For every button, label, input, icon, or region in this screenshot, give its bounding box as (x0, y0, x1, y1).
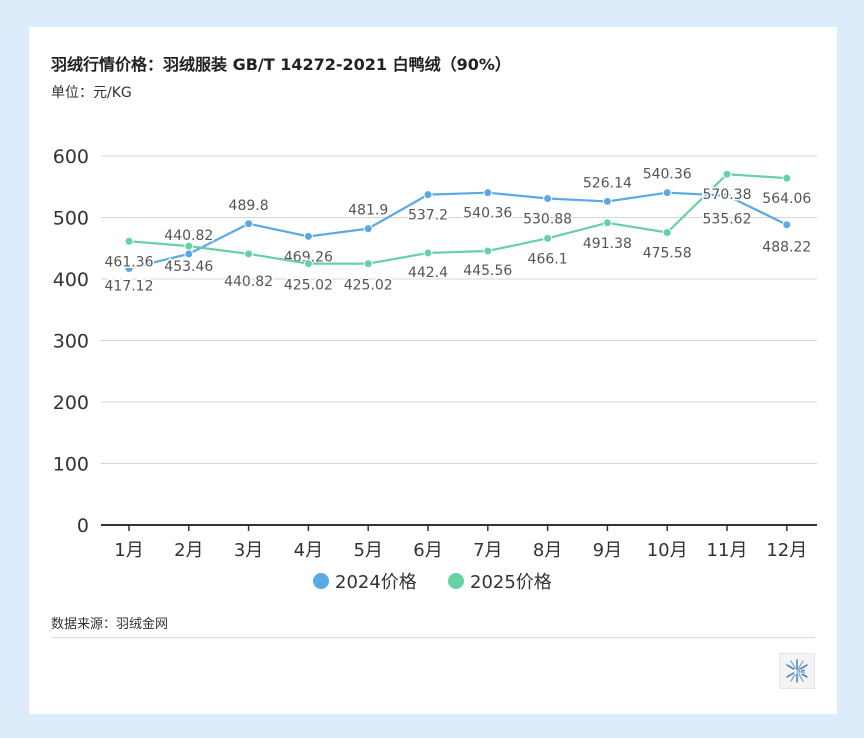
series-line-2024价格 (128, 191, 788, 270)
snowflake-logo-icon: 羽绒 (779, 653, 815, 689)
data-point (602, 218, 612, 228)
x-tick-label: 8月 (533, 540, 562, 561)
data-point (662, 188, 672, 198)
legend-item-2024-marker (313, 573, 329, 589)
data-label: 535.62 (703, 212, 752, 228)
data-label: 466.1 (528, 251, 568, 267)
data-label: 530.88 (523, 212, 572, 228)
data-point (722, 191, 732, 201)
data-point (722, 169, 732, 179)
data-label: 453.46 (164, 259, 213, 275)
y-tick-label: 500 (53, 208, 89, 230)
legend-item-2025: 2025价格 (470, 572, 552, 593)
data-label: 461.36 (105, 254, 154, 270)
data-point (423, 190, 433, 200)
svg-text:羽绒: 羽绒 (796, 668, 805, 675)
y-tick-label: 400 (53, 269, 89, 291)
data-label: 425.02 (344, 278, 393, 294)
y-tick-label: 200 (53, 392, 89, 414)
data-label: 442.4 (408, 265, 448, 281)
y-tick-label: 600 (53, 146, 89, 168)
data-point (124, 263, 134, 273)
data-point (244, 249, 254, 259)
data-label: 488.22 (762, 240, 811, 256)
data-source: 数据来源：羽绒金网 (51, 617, 169, 632)
data-label: 475.58 (643, 246, 692, 262)
data-label: 425.02 (284, 278, 333, 294)
data-point (124, 236, 134, 246)
data-point (782, 220, 792, 230)
y-tick-label: 300 (53, 331, 89, 353)
source-divider (51, 637, 815, 638)
data-point (363, 224, 373, 234)
y-tick-label: 0 (77, 515, 89, 537)
data-label: 540.36 (463, 206, 512, 222)
x-tick-label: 3月 (234, 540, 263, 561)
x-tick-label: 12月 (766, 540, 807, 561)
data-point (184, 241, 194, 251)
x-tick-label: 5月 (353, 540, 382, 561)
x-tick-label: 2月 (174, 540, 203, 561)
x-tick-label: 4月 (294, 540, 323, 561)
x-tick-label: 10月 (647, 540, 688, 561)
data-point (184, 249, 194, 259)
unit-label: 单位：元/KG (51, 85, 132, 101)
line-chart: 0 100 200 300 400 500 600 1月 2月 3月 4月 5月 6月 7月 8月 9月 10月… (53, 146, 817, 593)
data-point (662, 228, 672, 238)
data-label: 526.14 (583, 175, 632, 191)
x-tick-label: 1月 (114, 540, 143, 561)
chart-card: 羽绒行情价格：羽绒服装 GB/T 14272-2021 白鸭绒（90%） 单位：… (29, 27, 837, 714)
data-label: 491.38 (583, 236, 632, 252)
x-tick-label: 7月 (473, 540, 502, 561)
data-label: 445.56 (463, 263, 512, 279)
data-label: 440.82 (164, 228, 213, 244)
legend-item-2024: 2024价格 (335, 572, 417, 593)
x-tick-label: 11月 (707, 540, 748, 561)
data-point (363, 259, 373, 269)
data-label: 440.82 (224, 274, 273, 290)
data-point (423, 248, 433, 258)
chart-title: 羽绒行情价格：羽绒服装 GB/T 14272-2021 白鸭绒（90%） (51, 55, 511, 74)
data-point (602, 196, 612, 206)
data-point (543, 194, 553, 204)
data-point (543, 233, 553, 243)
data-label: 417.12 (105, 278, 154, 294)
data-point (303, 231, 313, 241)
data-label: 564.06 (762, 191, 811, 207)
data-label: 540.36 (643, 167, 692, 183)
data-label: 537.2 (408, 208, 448, 224)
data-point (483, 188, 493, 198)
data-point (782, 173, 792, 183)
legend-item-2025-marker (448, 573, 464, 589)
data-point (483, 246, 493, 256)
x-tick-label: 9月 (593, 540, 622, 561)
data-point (303, 259, 313, 269)
data-point (244, 219, 254, 229)
y-tick-label: 100 (53, 454, 89, 476)
x-tick-label: 6月 (413, 540, 442, 561)
series-line-2025价格 (128, 173, 787, 265)
data-label: 481.9 (348, 203, 388, 219)
data-label: 570.38 (703, 187, 752, 203)
data-label: 489.8 (229, 198, 269, 214)
